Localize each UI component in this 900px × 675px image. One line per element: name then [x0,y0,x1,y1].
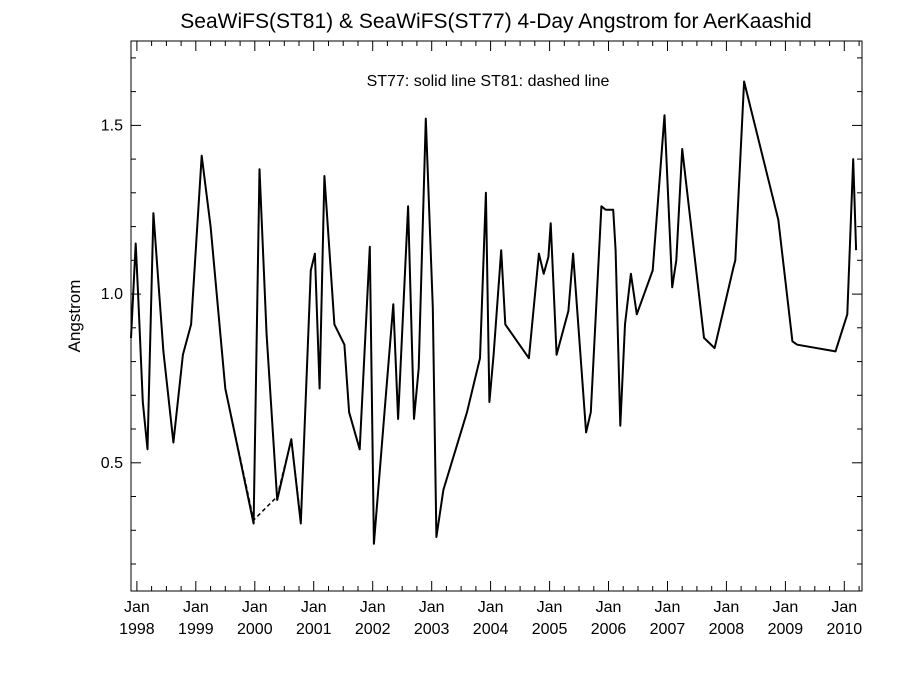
y-axis-label: Angstrom [65,280,84,353]
x-tick-year-label: 2007 [650,621,686,638]
series-line-st77 [130,80,858,545]
y-tick-label: 0.5 [101,455,123,472]
x-tick-year-label: 1999 [178,621,214,638]
x-tick-month-label: Jan [419,599,445,616]
x-tick-year-label: 1998 [119,621,155,638]
y-tick-label: 1.0 [101,286,123,303]
x-tick-year-label: 2005 [532,621,568,638]
x-tick-month-label: Jan [537,599,563,616]
x-tick-month-label: Jan [478,599,504,616]
x-tick-year-label: 2004 [473,621,509,638]
line-style-note: ST77: solid line ST81: dashed line [367,73,610,90]
x-tick-month-label: Jan [301,599,327,616]
x-tick-month-label: Jan [596,599,622,616]
x-tick-year-label: 2000 [237,621,273,638]
x-tick-year-label: 2002 [355,621,391,638]
x-axis: Jan 1998 Jan 1999 Jan 2000 Jan 2001 Jan 2002 Jan 20… [119,41,862,638]
y-tick-label: 1.5 [101,117,123,134]
x-tick-year-label: 2006 [591,621,627,638]
series-layer [130,80,858,545]
chart-title: SeaWiFS(ST81) & SeaWiFS(ST77) 4-Day Angs… [180,10,811,33]
x-tick-year-label: 2009 [768,621,804,638]
x-tick-month-label: Jan [360,599,386,616]
x-tick-month-label: Jan [714,599,740,616]
series-line-st81 [224,388,302,521]
x-tick-month-label: Jan [655,599,681,616]
x-tick-month-label: Jan [831,599,857,616]
plot-frame [130,40,863,592]
x-tick-month-label: Jan [124,599,150,616]
x-tick-year-label: 2008 [709,621,745,638]
x-tick-month-label: Jan [183,599,209,616]
y-axis: 0.5 1.0 1.5 [101,57,862,565]
x-tick-year-label: 2010 [827,621,863,638]
x-tick-year-label: 2003 [414,621,450,638]
x-tick-year-label: 2001 [296,621,332,638]
x-tick-month-label: Jan [772,599,798,616]
x-tick-month-label: Jan [242,599,268,616]
